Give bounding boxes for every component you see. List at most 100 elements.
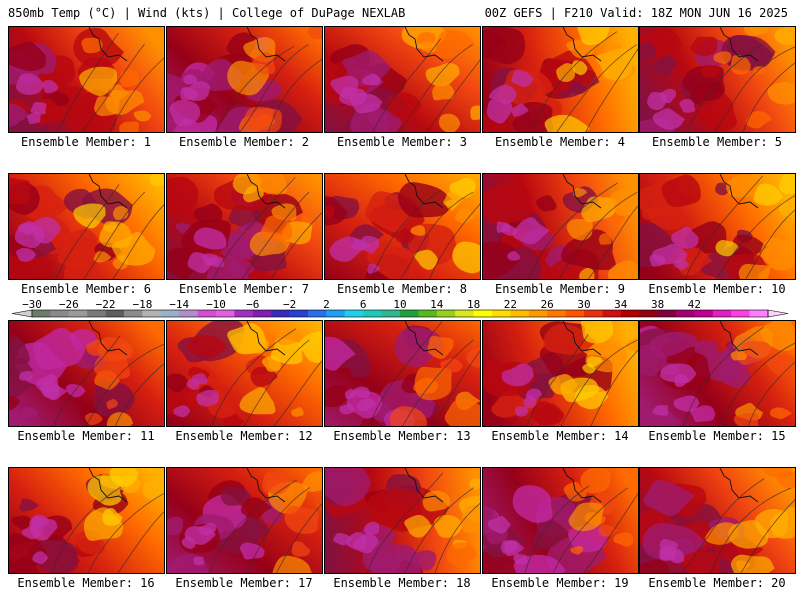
- colorbar-segment: [400, 310, 419, 317]
- colorbar-tick-label: 22: [504, 299, 517, 311]
- colorbar-segment: [308, 310, 327, 317]
- ensemble-map-panel: [639, 173, 796, 280]
- colorbar-segment: [381, 310, 401, 317]
- colorbar-segment: [639, 310, 658, 317]
- ensemble-map-panel: [324, 467, 481, 574]
- colorbar-tick-label: −18: [132, 299, 152, 311]
- ensemble-member-label: Ensemble Member: 17: [175, 576, 313, 590]
- temperature-map: [483, 27, 638, 132]
- ensemble-map-panel: [482, 26, 639, 133]
- colorbar-segment: [528, 310, 548, 317]
- ensemble-map-panel: [166, 320, 323, 427]
- ensemble-map-panel: [482, 320, 639, 427]
- temperature-map: [483, 174, 638, 279]
- colorbar-tick-label: 26: [541, 299, 554, 311]
- colorbar-segment: [234, 310, 254, 317]
- ensemble-map-panel: [8, 173, 165, 280]
- ensemble-member-label: Ensemble Member: 18: [333, 576, 471, 590]
- colorbar-segment: [712, 310, 732, 317]
- colorbar-segment: [749, 310, 769, 317]
- colorbar-tick-label: −14: [169, 299, 189, 311]
- colorbar-tick-label: −30: [22, 299, 42, 311]
- ensemble-map-panel: [639, 467, 796, 574]
- temperature-map: [9, 27, 164, 132]
- ensemble-member-label: Ensemble Member: 4: [494, 135, 626, 149]
- colorbar-segment: [179, 310, 198, 317]
- ensemble-member-label: Ensemble Member: 2: [178, 135, 310, 149]
- colorbar-segment: [68, 310, 88, 317]
- colorbar-tick-label: 30: [577, 299, 590, 311]
- colorbar-segment: [565, 310, 585, 317]
- colorbar-tick-label: −2: [283, 299, 296, 311]
- ensemble-map-panel: [482, 467, 639, 574]
- temperature-map: [167, 468, 322, 573]
- map-title: 850mb Temp (°C) | Wind (kts) | College o…: [8, 6, 406, 20]
- colorbar-tick-label: 34: [614, 299, 628, 311]
- colorbar-tick-label: 10: [393, 299, 406, 311]
- colorbar-segment: [216, 310, 235, 317]
- ensemble-map-panel: [166, 26, 323, 133]
- ensemble-map-panel: [8, 467, 165, 574]
- colorbar-segment: [455, 310, 474, 317]
- colorbar-tick-label: 38: [651, 299, 664, 311]
- ensemble-map-panel: [639, 320, 796, 427]
- colorbar-tick-label: 18: [467, 299, 480, 311]
- colorbar-segment: [436, 310, 456, 317]
- ensemble-member-label: Ensemble Member: 15: [648, 429, 786, 443]
- colorbar-segment: [87, 310, 106, 317]
- colorbar-tick-label: 14: [430, 299, 444, 311]
- colorbar-segment: [271, 310, 290, 317]
- ensemble-member-label: Ensemble Member: 9: [494, 282, 626, 296]
- temperature-map: [325, 27, 480, 132]
- ensemble-member-label: Ensemble Member: 6: [20, 282, 152, 296]
- ensemble-map-panel: [482, 173, 639, 280]
- temperature-map: [167, 27, 322, 132]
- temperature-map: [325, 468, 480, 573]
- ensemble-member-label: Ensemble Member: 3: [336, 135, 468, 149]
- colorbar-segment: [731, 310, 750, 317]
- colorbar-segment: [584, 310, 603, 317]
- colorbar-tick-label: −10: [206, 299, 226, 311]
- colorbar-segment: [492, 310, 511, 317]
- colorbar-segment: [252, 310, 272, 317]
- colorbar-segment: [657, 310, 677, 317]
- run-info: 00Z GEFS | F210 Valid: 18Z MON JUN 16 20…: [484, 6, 788, 20]
- temperature-map: [483, 468, 638, 573]
- temperature-map: [167, 174, 322, 279]
- ensemble-map-panel: [166, 467, 323, 574]
- ensemble-map-panel: [639, 26, 796, 133]
- temperature-map: [9, 174, 164, 279]
- colorbar-tick-label: 2: [323, 299, 330, 311]
- colorbar-right-arrow: [767, 309, 788, 318]
- temperature-map: [640, 321, 795, 426]
- colorbar-tick-label: 6: [360, 299, 367, 311]
- ensemble-map-panel: [8, 26, 165, 133]
- ensemble-map-panel: [324, 320, 481, 427]
- ensemble-member-label: Ensemble Member: 5: [651, 135, 783, 149]
- temperature-map: [325, 321, 480, 426]
- colorbar-segment: [50, 310, 70, 317]
- ensemble-member-label: Ensemble Member: 7: [178, 282, 310, 296]
- ensemble-member-label: Ensemble Member: 12: [175, 429, 313, 443]
- ensemble-map-panel: [324, 26, 481, 133]
- colorbar-segment: [620, 310, 640, 317]
- colorbar-segment: [197, 310, 217, 317]
- colorbar-segment: [602, 310, 622, 317]
- colorbar-segment: [32, 310, 51, 317]
- colorbar-segment: [160, 310, 180, 317]
- ensemble-member-label: Ensemble Member: 11: [17, 429, 155, 443]
- ensemble-map-panel: [324, 173, 481, 280]
- colorbar-segment: [289, 310, 309, 317]
- colorbar-segment: [142, 310, 162, 317]
- ensemble-member-label: Ensemble Member: 19: [491, 576, 629, 590]
- colorbar-tick-label: −6: [246, 299, 259, 311]
- colorbar-segment: [694, 310, 714, 317]
- colorbar-left-arrow: [12, 309, 33, 318]
- temperature-map: [640, 468, 795, 573]
- ensemble-member-label: Ensemble Member: 16: [17, 576, 155, 590]
- temperature-colorbar: −30 −26 −22 −18 −14 −10 −6 −2 2 6 10 14 18 22 26 30 34 38…: [12, 299, 788, 319]
- temperature-map: [167, 321, 322, 426]
- colorbar-segment: [473, 310, 493, 317]
- ensemble-member-label: Ensemble Member: 1: [20, 135, 152, 149]
- temperature-map: [325, 174, 480, 279]
